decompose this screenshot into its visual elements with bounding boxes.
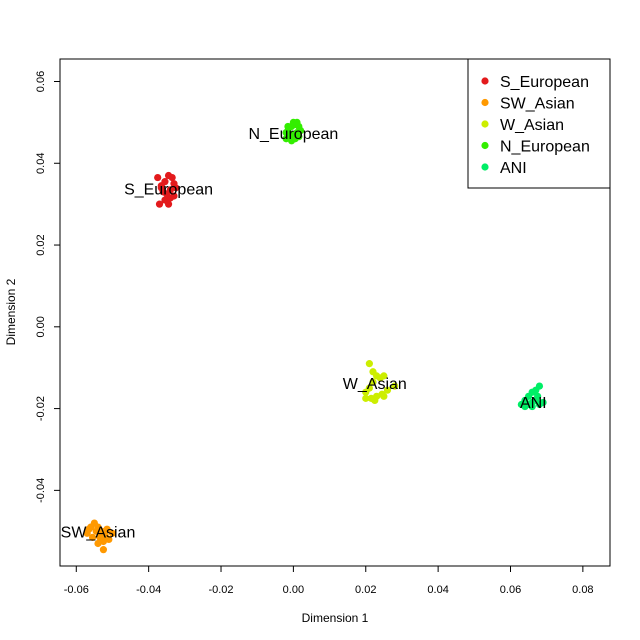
data-point xyxy=(92,527,100,535)
series-ani xyxy=(517,382,547,411)
data-point xyxy=(103,525,111,533)
data-point xyxy=(161,178,169,186)
data-point xyxy=(166,194,174,202)
x-tick-label: -0.02 xyxy=(208,584,233,596)
data-point xyxy=(391,382,399,390)
cluster-label: ANI xyxy=(520,395,547,412)
data-point xyxy=(155,200,164,208)
series-n-european xyxy=(282,118,305,145)
cluster-label: N_European xyxy=(248,126,338,143)
data-point xyxy=(362,394,370,402)
data-point xyxy=(365,360,373,368)
data-point xyxy=(295,133,303,141)
x-tick-label: -0.04 xyxy=(136,584,161,596)
data-point xyxy=(371,396,379,405)
y-tick-label: 0.04 xyxy=(35,153,47,174)
y-axis: -0.04 -0.02 0.00 0.02 0.04 0.06 xyxy=(35,71,61,503)
legend-label: S_European xyxy=(500,74,589,91)
data-point xyxy=(284,122,292,131)
data-point xyxy=(297,126,305,135)
data-point xyxy=(99,546,108,554)
cluster-label: SW_Asian xyxy=(61,525,136,542)
data-point xyxy=(161,196,169,204)
legend-marker xyxy=(481,98,489,107)
cluster-labels: S_European N_European W_Asian ANI SW_Asian xyxy=(61,126,547,542)
x-tick-label: -0.06 xyxy=(64,584,89,596)
legend-label: W_Asian xyxy=(500,117,564,134)
data-point xyxy=(369,378,377,386)
y-tick-label: 0.06 xyxy=(35,71,47,92)
data-point xyxy=(172,184,180,192)
legend-label: SW_Asian xyxy=(500,96,575,113)
y-tick-label: 0.02 xyxy=(35,234,47,255)
y-tick-label: -0.02 xyxy=(35,396,47,421)
data-point xyxy=(157,184,165,192)
data-point xyxy=(108,529,117,537)
x-tick-label: 0.04 xyxy=(427,584,448,596)
data-point xyxy=(88,533,97,541)
data-point xyxy=(534,392,542,400)
data-points xyxy=(83,118,547,554)
data-point xyxy=(539,398,547,407)
data-point xyxy=(168,173,176,182)
series-sw-asian xyxy=(83,519,117,554)
cluster-label: W_Asian xyxy=(343,376,407,393)
data-point xyxy=(85,525,93,533)
x-tick-label: 0.06 xyxy=(500,584,521,596)
legend-marker xyxy=(481,77,489,85)
data-point xyxy=(94,539,102,548)
legend-marker xyxy=(481,141,489,150)
data-point xyxy=(362,388,370,396)
x-axis: -0.06 -0.04 -0.02 0.00 0.02 0.04 0.06 0.08 xyxy=(64,565,594,596)
series-w-asian xyxy=(362,360,399,405)
data-point xyxy=(96,533,104,541)
data-point xyxy=(383,386,392,394)
cluster-label: S_European xyxy=(124,182,213,199)
legend: S_European SW_Asian W_Asian N_European ANI xyxy=(467,58,611,189)
x-tick-label: 0.02 xyxy=(355,584,376,596)
legend-box xyxy=(467,58,611,189)
data-point xyxy=(282,128,290,137)
series-s-european xyxy=(154,171,180,208)
y-axis-label: Dimension 2 xyxy=(4,278,18,345)
legend-marker xyxy=(481,163,489,171)
data-point xyxy=(154,173,162,182)
y-tick-label: -0.04 xyxy=(35,478,47,503)
data-point xyxy=(282,135,290,143)
legend-label: ANI xyxy=(500,160,527,177)
legend-label: N_European xyxy=(500,139,590,156)
x-tick-label: 0.08 xyxy=(572,584,593,596)
data-point xyxy=(293,118,301,126)
x-axis-label: Dimension 1 xyxy=(302,611,369,625)
data-point xyxy=(105,535,113,544)
data-point xyxy=(380,392,388,400)
data-point xyxy=(380,372,388,380)
data-point xyxy=(528,402,536,411)
legend-marker xyxy=(481,120,489,128)
x-tick-label: 0.00 xyxy=(283,584,304,596)
y-tick-label: 0.00 xyxy=(35,316,47,337)
